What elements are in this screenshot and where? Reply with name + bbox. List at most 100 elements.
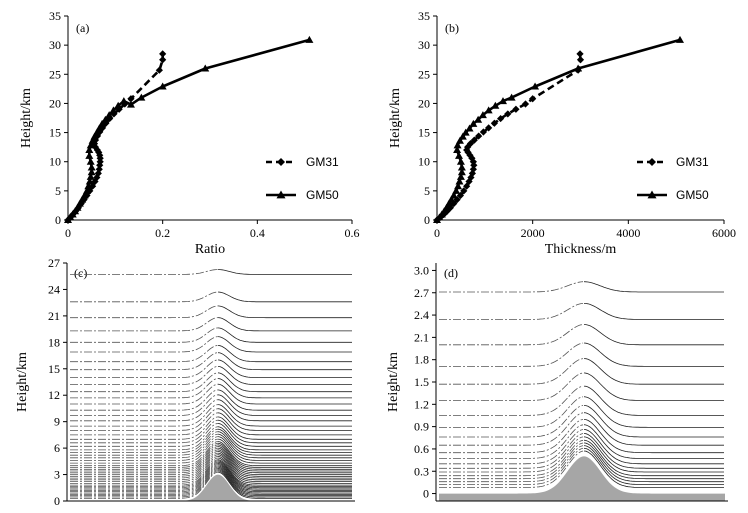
data-point [85, 177, 94, 185]
model-level-upstream [70, 394, 219, 416]
model-level-downstream [583, 429, 724, 465]
model-level-downstream [583, 424, 724, 459]
model-level-upstream [70, 454, 219, 481]
data-point [85, 151, 94, 159]
series-line-gm50 [436, 38, 681, 221]
data-point [491, 101, 500, 109]
panel-b: (b) 0 5 10 15 20 25 30 35 0 2000 4000 6000 Thickness… [388, 9, 736, 257]
y-tick-label: 0.6 [414, 442, 429, 456]
y-tick-label: 5 [424, 184, 430, 198]
model-level-downstream [217, 441, 352, 467]
data-point [457, 168, 466, 176]
data-point [521, 100, 530, 108]
data-point [86, 157, 95, 165]
model-level-downstream [217, 431, 352, 456]
model-level-downstream [217, 451, 352, 477]
data-point [470, 136, 478, 144]
model-level-downstream [217, 468, 352, 495]
data-point [126, 100, 135, 108]
model-level-upstream [70, 446, 219, 472]
data-point [159, 50, 167, 58]
data-point [105, 111, 114, 119]
model-level-downstream [583, 442, 724, 480]
y-axis-label: Height/km [388, 88, 403, 148]
data-point [461, 128, 470, 136]
model-level-downstream [217, 399, 352, 422]
model-level-upstream [70, 408, 219, 431]
model-level-downstream [217, 449, 352, 475]
y-tick-label: 1.2 [414, 397, 429, 411]
model-level-downstream [217, 412, 352, 436]
data-point [469, 165, 477, 173]
model-level-upstream [70, 438, 219, 464]
data-point [469, 119, 478, 127]
model-level-downstream [217, 457, 352, 484]
model-level-upstream [70, 468, 219, 495]
model-level-downstream [217, 372, 352, 393]
y-tick-label: 30 [49, 38, 61, 52]
y-axis-label: Height/km [386, 352, 401, 412]
y-tick-label: 6 [54, 441, 60, 455]
data-point [96, 151, 104, 159]
model-level-downstream [583, 445, 724, 483]
mountain-terrain [70, 474, 352, 501]
data-point [452, 186, 461, 194]
data-point [159, 56, 167, 64]
data-point [479, 128, 487, 136]
model-level-upstream [439, 433, 584, 469]
model-level-downstream [217, 291, 352, 303]
data-point [73, 203, 82, 211]
model-level-downstream [217, 456, 352, 482]
data-point [92, 128, 101, 136]
y-tick-label: 2.4 [414, 308, 429, 322]
data-point [95, 165, 103, 173]
x-tick-label: 0.6 [345, 226, 360, 240]
model-level-downstream [217, 454, 352, 481]
panel-d-label: (d) [444, 266, 458, 280]
data-point [96, 128, 104, 136]
data-point [119, 97, 128, 105]
data-point [490, 119, 498, 127]
model-level-downstream [583, 324, 724, 346]
model-level-upstream [70, 471, 219, 499]
model-level-downstream [217, 359, 352, 378]
model-level-downstream [217, 269, 352, 275]
model-level-upstream [439, 372, 584, 401]
model-level-upstream [439, 424, 584, 459]
data-point [446, 204, 454, 212]
data-point [442, 203, 451, 211]
model-level-upstream [439, 412, 584, 446]
model-level-upstream [70, 359, 219, 378]
model-level-downstream [583, 358, 724, 385]
data-point [137, 93, 146, 101]
model-level-upstream [70, 317, 219, 332]
model-level-downstream [583, 303, 724, 320]
model-level-downstream [583, 412, 724, 446]
data-point [127, 95, 135, 103]
legend-marker [276, 190, 286, 199]
data-point [457, 163, 466, 171]
data-point [86, 141, 95, 149]
data-point [86, 172, 95, 180]
data-point [90, 132, 99, 140]
legend-label: GM50 [676, 188, 709, 202]
y-tick-label: 21 [48, 309, 60, 323]
y-axis-label: Height/km [15, 352, 30, 412]
data-point [449, 191, 458, 199]
model-level-downstream [217, 438, 352, 464]
model-level-upstream [439, 342, 584, 367]
model-level-upstream [70, 460, 219, 487]
data-point [453, 141, 462, 149]
x-tick-label: 0 [434, 226, 440, 240]
data-point [95, 124, 104, 132]
model-level-upstream [70, 431, 219, 456]
y-tick-label: 25 [49, 67, 61, 81]
model-level-upstream [70, 451, 219, 477]
model-level-downstream [217, 378, 352, 399]
data-point [102, 119, 110, 127]
data-point [109, 106, 118, 114]
y-tick-label: 15 [48, 362, 60, 376]
y-tick-label: 27 [48, 256, 60, 270]
legend-label: GM50 [306, 188, 339, 202]
model-level-downstream [217, 404, 352, 427]
